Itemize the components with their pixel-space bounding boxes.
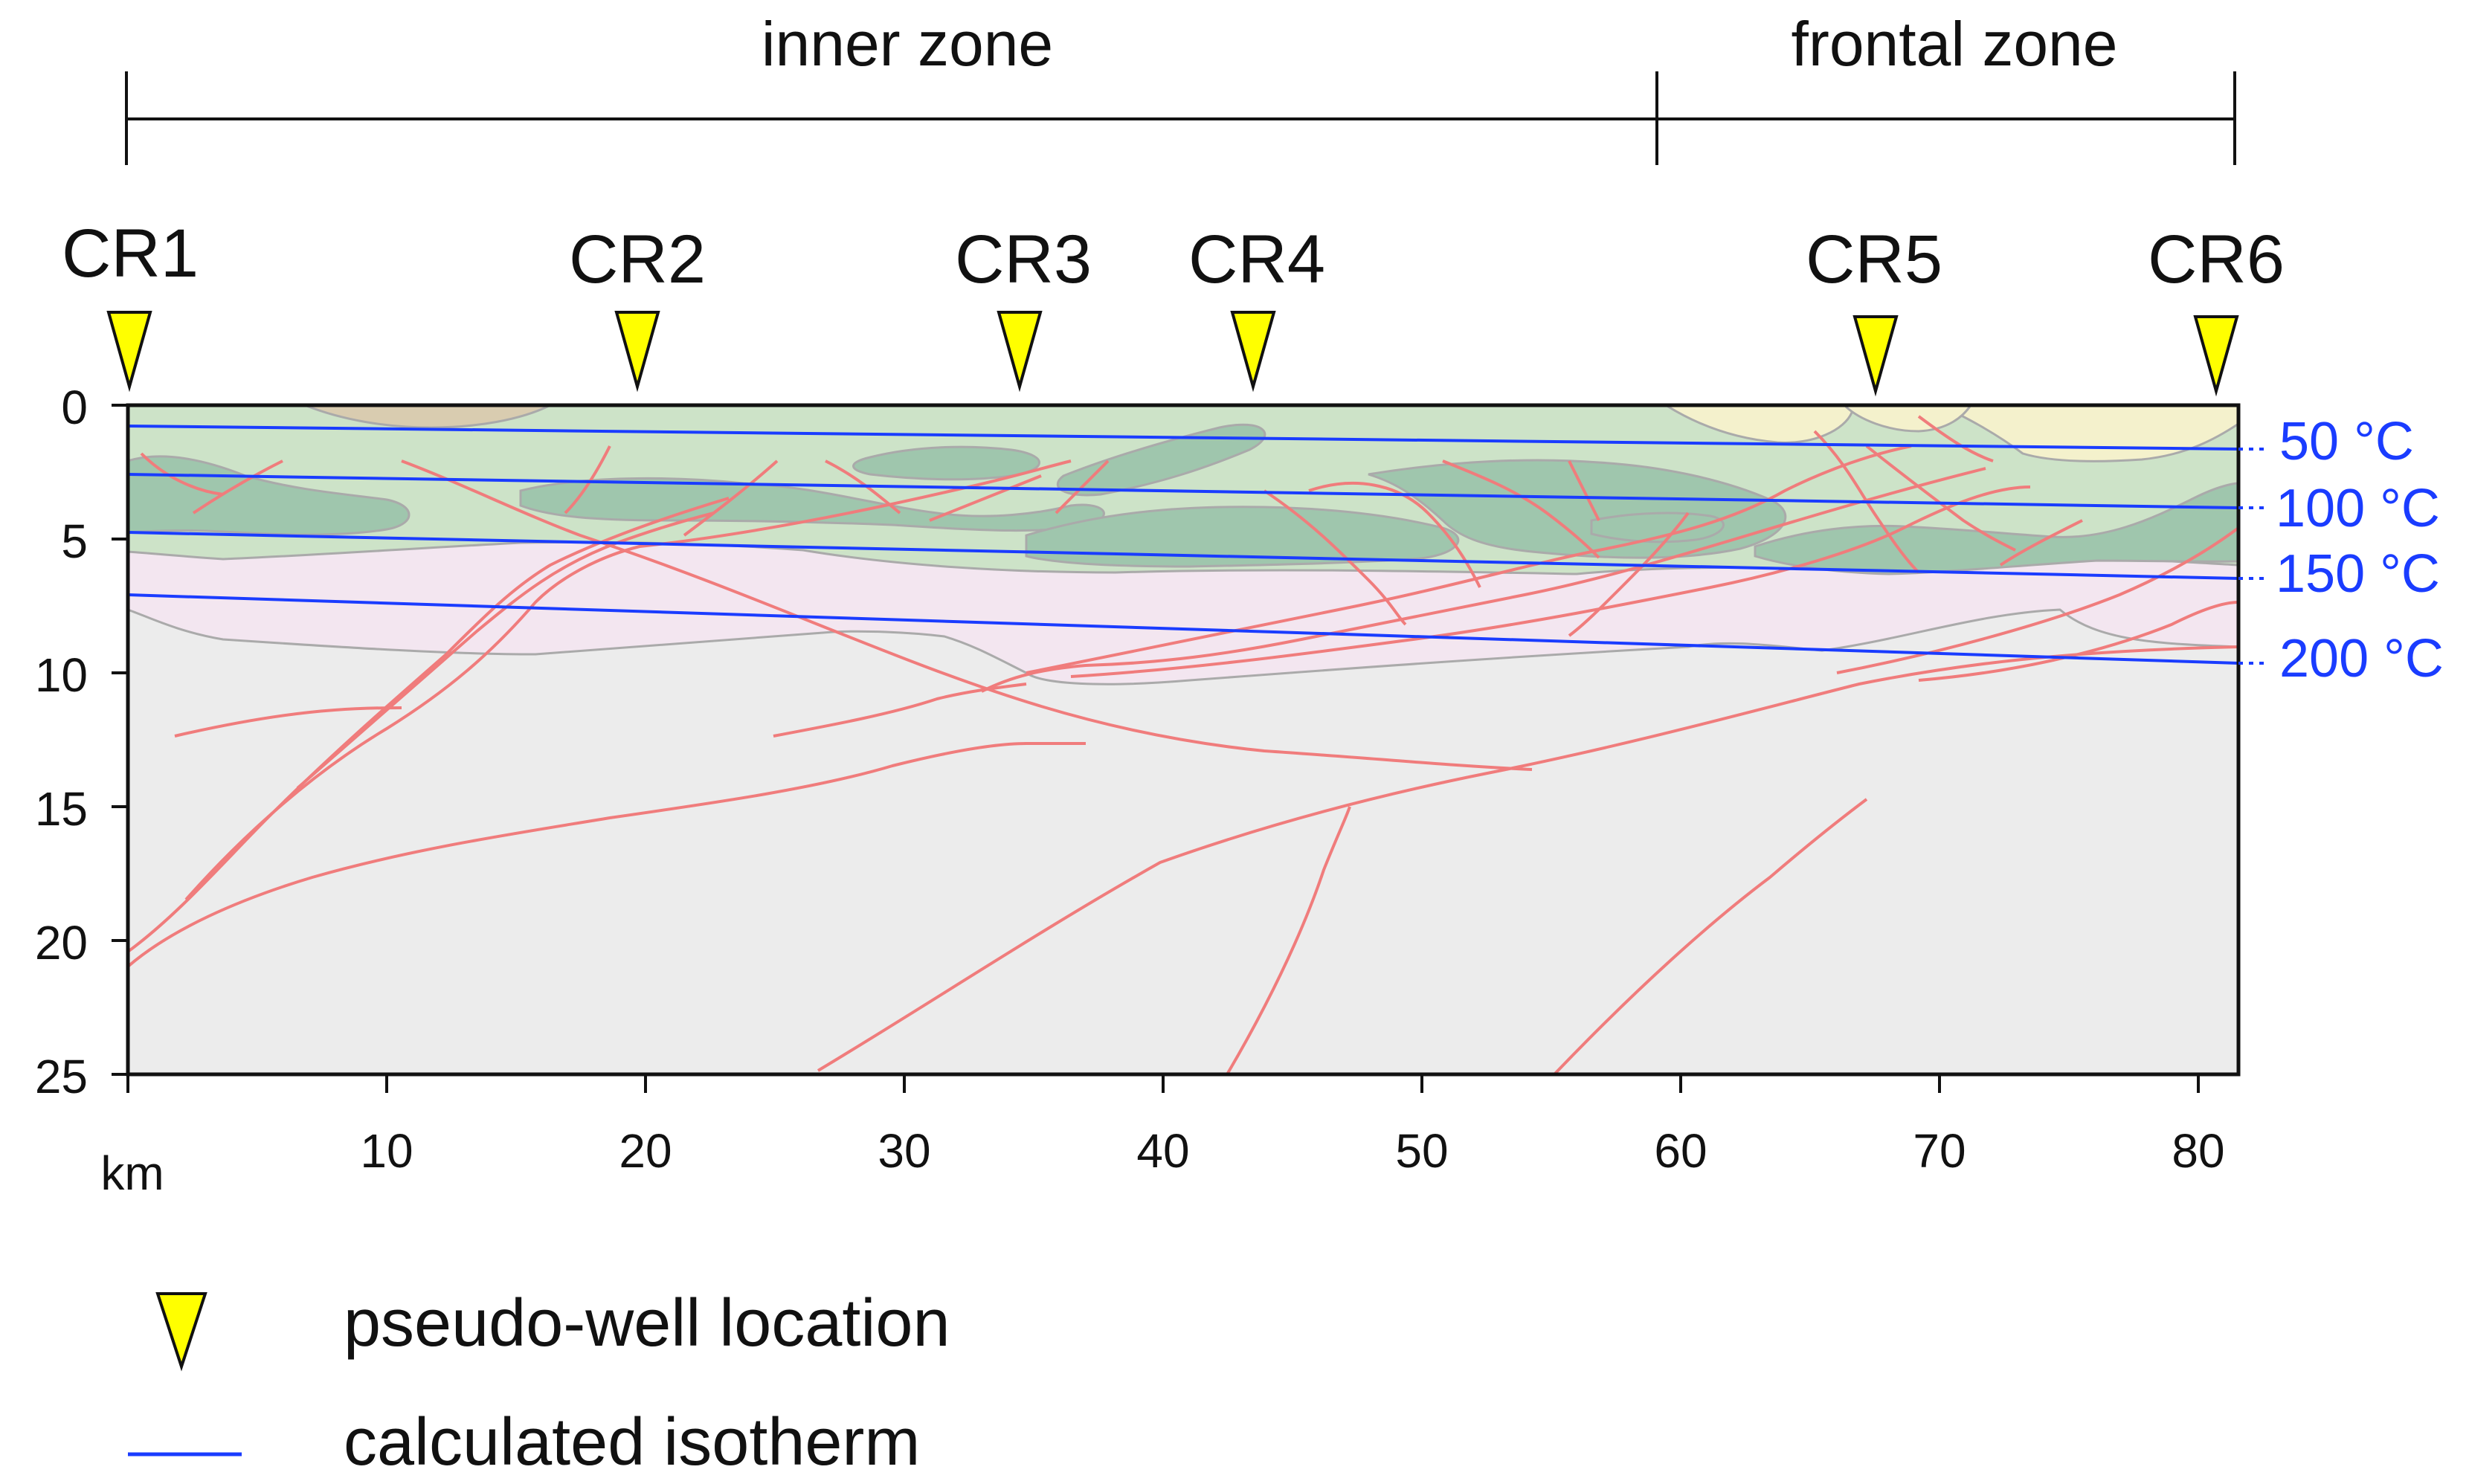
fault-line — [1568, 512, 1690, 637]
zone-bar: inner zone frontal zone — [125, 9, 2236, 165]
x-tick-label: 10 — [360, 1124, 413, 1178]
y-tick-label: 5 — [61, 514, 88, 568]
fault-line — [1263, 489, 1407, 626]
fault-line — [1070, 485, 2031, 678]
legend-well-marker-icon — [155, 1292, 207, 1372]
y-tick-label: 10 — [35, 648, 88, 702]
well-label-cr5: CR5 — [1806, 222, 1942, 297]
section-frame — [126, 403, 2241, 1077]
fault-line — [174, 706, 402, 738]
well-label-cr4: CR4 — [1188, 222, 1325, 297]
x-unit-label: km — [100, 1146, 164, 1200]
fault-line — [1308, 482, 1481, 588]
isotherm-labels: 50 °C 100 °C 150 °C 200 °C — [2238, 412, 2444, 688]
isotherm-50 — [128, 425, 2238, 451]
well-marker-cr6 — [2193, 315, 2239, 397]
fault-line — [1226, 806, 1351, 1074]
fault-line — [1026, 445, 1912, 674]
x-tick-label: 20 — [619, 1124, 672, 1178]
isotherms — [128, 425, 2238, 665]
fault-line — [140, 452, 224, 496]
legend-isotherm-label: calculated isotherm — [344, 1405, 920, 1480]
well-labels: CR1 CR2 CR3 CR4 CR5 CR6 — [62, 216, 2285, 297]
x-tick-label: 60 — [1654, 1124, 1707, 1178]
y-tick-label: 25 — [35, 1050, 88, 1103]
fault-line — [184, 459, 1072, 901]
y-axis: 0 5 10 15 20 25 — [35, 381, 128, 1103]
tan-body — [304, 405, 551, 429]
zone-label-frontal: frontal zone — [1792, 9, 2118, 79]
fault-line — [401, 459, 1533, 771]
x-tick-label: 50 — [1395, 1124, 1448, 1178]
zone-label-inner: inner zone — [762, 9, 1053, 79]
isotherm-150 — [128, 531, 2238, 580]
isotherm-200 — [128, 593, 2238, 665]
legend: pseudo-well location calculated isotherm — [128, 1286, 950, 1480]
fault-line — [981, 467, 1986, 693]
fault-line — [1813, 430, 1920, 574]
y-tick-label: 0 — [61, 381, 88, 434]
fault-line — [817, 645, 2238, 1072]
well-label-cr1: CR1 — [62, 216, 199, 291]
x-tick-label: 70 — [1913, 1124, 1966, 1178]
isotherm-label-200: 200 °C — [2279, 629, 2444, 688]
fault-line — [1836, 526, 2238, 674]
well-markers — [106, 311, 2239, 397]
well-label-cr2: CR2 — [569, 222, 706, 297]
well-marker-cr5 — [1852, 315, 1899, 397]
fault-line — [296, 512, 715, 790]
well-marker-cr3 — [997, 311, 1043, 393]
well-marker-cr4 — [1230, 311, 1276, 393]
isotherm-label-50: 50 °C — [2279, 412, 2414, 471]
isotherm-label-150: 150 °C — [2276, 544, 2440, 604]
fault-line — [1553, 798, 1868, 1074]
fault-line — [1999, 519, 2083, 567]
well-marker-cr1 — [106, 311, 152, 393]
y-tick-label: 15 — [35, 782, 88, 836]
fault-line — [1917, 415, 1994, 462]
fault-line — [683, 459, 779, 537]
fault-line — [1865, 445, 2016, 552]
x-axis: km 10 20 30 40 50 60 70 80 — [100, 1074, 2225, 1200]
x-tick-label: 30 — [878, 1124, 930, 1178]
isotherm-label-100: 100 °C — [2276, 479, 2440, 538]
fault-line — [564, 445, 611, 514]
fault-line — [1918, 601, 2238, 682]
well-label-cr3: CR3 — [955, 222, 1092, 297]
fault-line — [929, 474, 1042, 522]
fault-line — [1442, 459, 1600, 559]
fault-line — [773, 683, 1027, 738]
well-marker-cr2 — [614, 311, 660, 393]
faults — [128, 415, 2238, 1074]
legend-well-label: pseudo-well location — [344, 1286, 950, 1361]
well-label-cr6: CR6 — [2148, 222, 2285, 297]
geologic-section — [128, 405, 2238, 1074]
x-tick-label: 80 — [2172, 1124, 2224, 1178]
y-tick-label: 20 — [35, 916, 88, 970]
isotherm-100 — [128, 473, 2238, 509]
fault-line — [192, 459, 283, 514]
x-tick-label: 40 — [1136, 1124, 1189, 1178]
fault-line — [128, 741, 1086, 968]
cream-body-mid — [1842, 405, 1972, 433]
